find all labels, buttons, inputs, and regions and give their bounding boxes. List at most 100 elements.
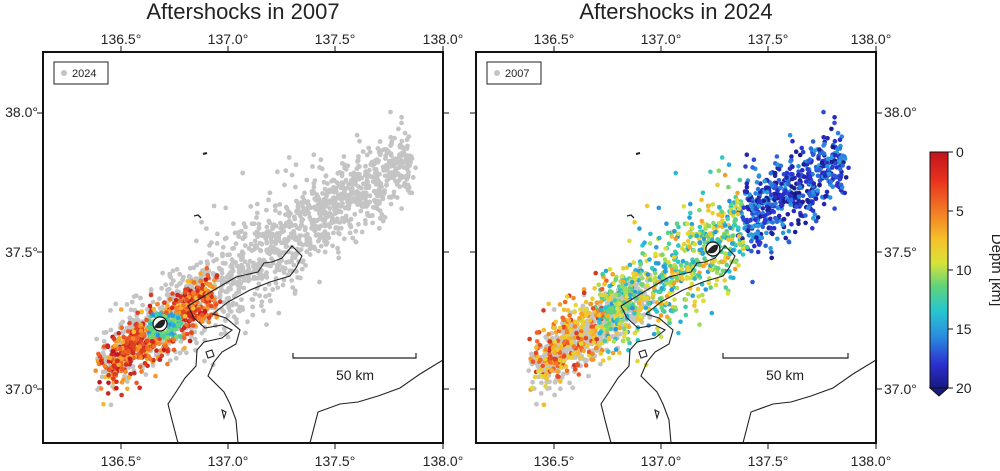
- aftershock-point: [800, 199, 805, 205]
- aftershock-point: [331, 185, 337, 191]
- aftershock-point: [832, 120, 837, 126]
- aftershock-point: [813, 218, 819, 224]
- aftershock-point: [287, 268, 293, 274]
- aftershock-point: [106, 367, 112, 372]
- aftershock-point: [760, 206, 766, 211]
- aftershock-point: [308, 217, 314, 223]
- lat-tick: 37.5°: [884, 244, 917, 260]
- aftershock-point: [347, 230, 353, 236]
- aftershock-point: [205, 273, 211, 278]
- aftershock-point: [335, 225, 341, 231]
- aftershock-point: [267, 298, 273, 304]
- aftershock-point: [173, 297, 179, 303]
- aftershock-point: [737, 249, 742, 254]
- aftershock-point: [99, 374, 105, 380]
- aftershock-point: [317, 165, 322, 170]
- aftershock-point: [124, 341, 130, 346]
- aftershock-point: [826, 171, 832, 177]
- aftershock-point: [618, 313, 624, 319]
- aftershock-point: [600, 358, 606, 363]
- aftershock-point: [409, 190, 415, 196]
- aftershock-point: [846, 165, 851, 171]
- aftershock-point: [229, 269, 235, 274]
- aftershock-point: [617, 331, 623, 337]
- aftershock-point: [115, 352, 120, 357]
- aftershock-point: [674, 221, 680, 226]
- aftershock-point: [717, 220, 722, 226]
- aftershock-point: [562, 358, 567, 364]
- aftershock-point: [552, 326, 557, 331]
- aftershock-point: [781, 217, 786, 222]
- aftershock-point: [339, 194, 345, 200]
- aftershock-point: [311, 184, 317, 190]
- aftershock-point: [554, 361, 559, 366]
- aftershock-point: [777, 192, 783, 198]
- aftershock-point: [751, 157, 757, 162]
- aftershock-point: [261, 233, 267, 239]
- aftershock-point: [397, 184, 403, 190]
- map-ticks: [37, 46, 449, 449]
- aftershock-point: [352, 211, 358, 217]
- aftershock-point: [170, 268, 176, 274]
- aftershock-point: [723, 285, 728, 290]
- aftershock-point: [560, 335, 565, 340]
- legend: 2007: [486, 61, 542, 85]
- aftershock-point: [303, 263, 308, 268]
- aftershock-point: [597, 316, 603, 322]
- aftershock-point: [657, 235, 662, 241]
- aftershock-point: [174, 266, 180, 272]
- aftershock-point: [755, 186, 761, 192]
- aftershock-point: [110, 376, 116, 381]
- aftershock-point: [354, 132, 360, 138]
- aftershock-point: [597, 313, 602, 318]
- aftershock-point: [567, 313, 572, 318]
- aftershock-point: [678, 274, 684, 280]
- aftershock-point: [277, 259, 283, 265]
- aftershock-point: [241, 275, 247, 281]
- aftershock-point: [812, 148, 817, 153]
- aftershock-point: [638, 261, 643, 267]
- aftershock-point: [392, 163, 397, 169]
- aftershock-point: [278, 225, 283, 231]
- aftershock-point: [741, 217, 746, 222]
- aftershock-point: [539, 380, 544, 386]
- aftershock-point: [621, 279, 626, 285]
- aftershock-point: [238, 254, 244, 260]
- aftershock-point: [283, 168, 289, 174]
- aftershock-point: [647, 315, 653, 320]
- colorbar-gradient: [929, 151, 949, 389]
- lon-tick-bottom: 136.5°: [101, 453, 142, 469]
- aftershock-point: [774, 219, 780, 224]
- aftershock-point: [664, 300, 669, 306]
- aftershock-point: [262, 286, 268, 292]
- aftershock-point: [234, 290, 239, 296]
- aftershock-point: [370, 179, 376, 185]
- aftershock-point: [798, 213, 803, 218]
- aftershock-point: [114, 385, 119, 391]
- aftershock-point: [561, 307, 567, 313]
- aftershock-point: [357, 171, 362, 177]
- aftershock-point: [323, 173, 329, 179]
- aftershock-point: [802, 174, 807, 180]
- aftershock-point: [171, 323, 176, 328]
- aftershock-point: [706, 208, 711, 213]
- aftershock-point: [348, 217, 353, 222]
- aftershock-point: [368, 162, 374, 167]
- aftershock-point: [694, 308, 699, 314]
- aftershock-point: [313, 224, 319, 229]
- aftershock-point: [782, 182, 788, 187]
- aftershock-point: [639, 282, 644, 287]
- lon-tick-top: 137.0°: [641, 31, 682, 47]
- aftershock-point: [400, 160, 405, 166]
- aftershock-point: [675, 259, 681, 265]
- aftershock-point: [581, 290, 587, 296]
- aftershock-point: [135, 310, 140, 316]
- aftershock-point: [669, 234, 674, 239]
- aftershock-point: [811, 216, 816, 221]
- aftershock-point: [286, 249, 291, 255]
- aftershock-point: [605, 313, 611, 319]
- aftershock-point: [803, 179, 809, 184]
- aftershock-point: [137, 385, 142, 391]
- aftershock-point: [534, 345, 539, 351]
- aftershock-point: [355, 159, 360, 164]
